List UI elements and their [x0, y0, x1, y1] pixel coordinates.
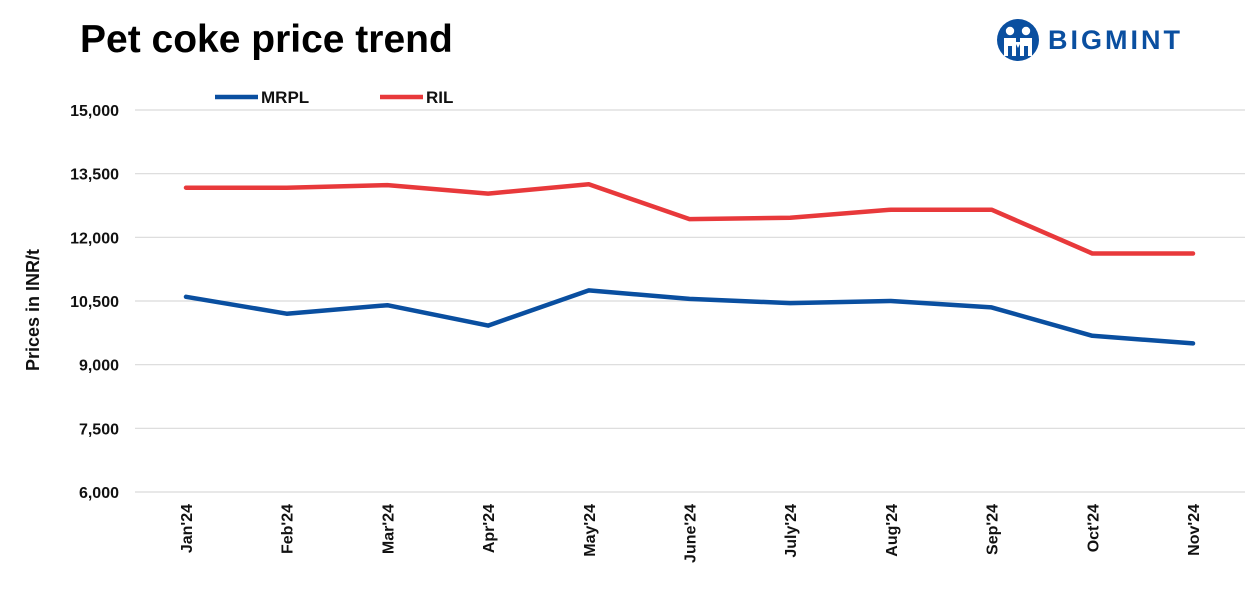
- brand-name: BIGMINT: [1048, 24, 1183, 55]
- y-tick-label: 10,500: [70, 294, 119, 311]
- people-circle-logo-icon: [997, 19, 1039, 61]
- series-line-ril: [183, 182, 1196, 256]
- chart-title: Pet coke price trend: [80, 18, 453, 61]
- y-axis-label: Prices in INR/t: [23, 249, 43, 371]
- y-tick-label: 9,000: [79, 358, 119, 375]
- x-tick-label: July'24: [783, 504, 800, 558]
- y-tick-label: 7,500: [79, 421, 119, 438]
- y-tick-label: 13,500: [70, 167, 119, 184]
- x-tick-label: Sep'24: [985, 504, 1002, 555]
- legend-label: RIL: [426, 88, 453, 107]
- x-tick-label: Aug'24: [884, 504, 901, 557]
- x-tick-label: Oct'24: [1085, 504, 1102, 552]
- x-tick-label: Jan'24: [179, 504, 196, 553]
- x-tick-label: June'24: [683, 504, 700, 563]
- y-tick-label: 15,000: [70, 103, 119, 120]
- series-line-mrpl: [183, 288, 1196, 346]
- x-tick-label: Mar'24: [380, 504, 397, 554]
- x-tick-label: May'24: [582, 504, 599, 557]
- brand-logo: BIGMINT: [996, 14, 1183, 66]
- x-tick-label: Apr'24: [481, 504, 498, 553]
- x-tick-label: Nov'24: [1186, 504, 1203, 556]
- legend-label: MRPL: [261, 88, 309, 107]
- y-tick-label: 12,000: [70, 230, 119, 247]
- x-tick-label: Feb'24: [280, 504, 297, 554]
- y-tick-label: 6,000: [79, 485, 119, 502]
